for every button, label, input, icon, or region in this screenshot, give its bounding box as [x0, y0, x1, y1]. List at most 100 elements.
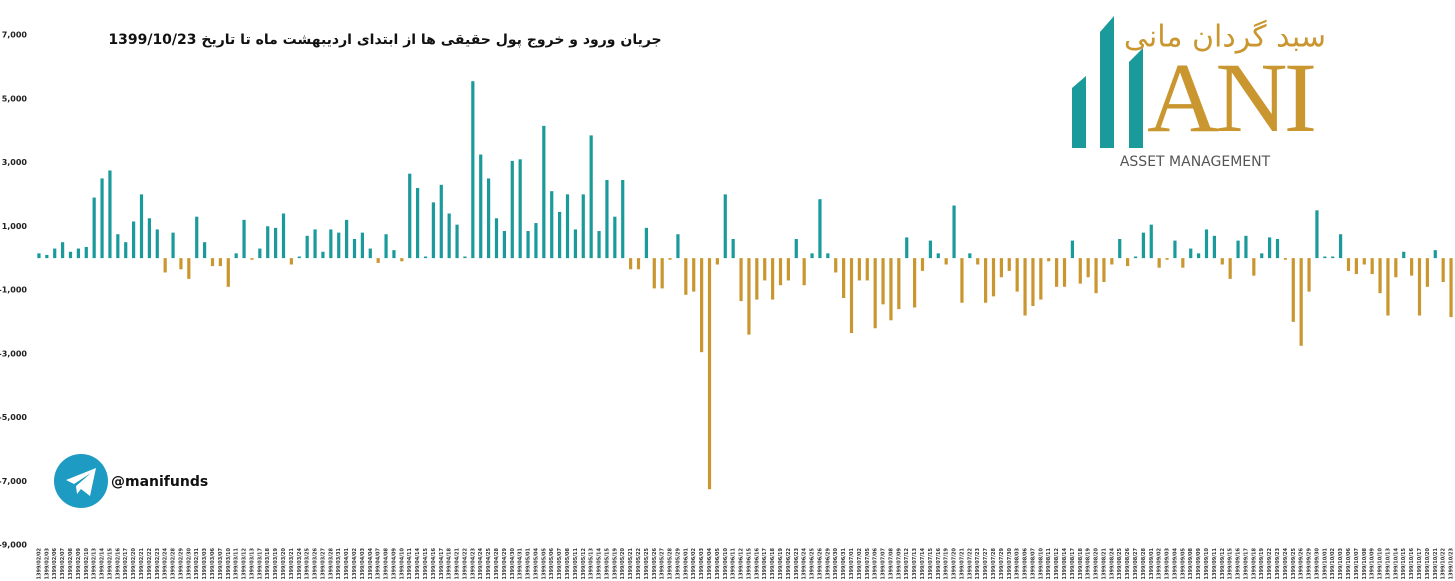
x-tick-label: 1399/10/07 [1354, 547, 1360, 579]
bar [305, 235, 309, 259]
x-tick-label: 1399/10/06 [1346, 547, 1352, 579]
bar [794, 239, 798, 259]
x-tick-label: 1399/09/08 [1188, 547, 1194, 579]
logo-letters: ANI [1147, 42, 1317, 153]
x-tick-label: 1399/09/23 [1275, 547, 1281, 579]
bar [1236, 240, 1240, 259]
x-tick-label: 1399/02/23 [155, 547, 161, 579]
bar [384, 234, 388, 259]
x-tick-label: 1399/04/08 [384, 547, 390, 579]
x-tick-label: 1399/03/06 [210, 547, 216, 579]
bar [589, 135, 593, 259]
bar [826, 253, 830, 259]
x-tick-label: 1399/02/28 [171, 547, 177, 579]
bar [715, 258, 719, 265]
x-tick-label: 1399/03/25 [305, 547, 311, 579]
x-tick-label: 1399/10/23 [1449, 547, 1455, 579]
bar [1410, 258, 1414, 276]
bar [352, 239, 357, 259]
x-tick-label: 1399/02/20 [131, 547, 137, 579]
bar [755, 258, 759, 300]
x-tick-label: 1399/02/02 [36, 547, 42, 579]
bar [700, 258, 704, 353]
x-tick-label: 1399/08/26 [1125, 547, 1131, 579]
bar [84, 246, 88, 259]
bar [605, 180, 609, 259]
bar [463, 256, 467, 259]
logo-bar [1129, 48, 1143, 148]
x-tick-label: 1399/03/10 [226, 547, 232, 579]
bar [1417, 258, 1422, 316]
x-tick-label: 1399/03/28 [328, 547, 334, 579]
bar [1331, 256, 1335, 259]
x-tick-label: 1399/04/10 [399, 547, 405, 579]
bar [1015, 258, 1019, 292]
x-tick-label: 1399/04/17 [439, 547, 445, 579]
logo-tagline: ASSET MANAGEMENT [1120, 154, 1271, 170]
x-tick-label: 1399/10/02 [1330, 547, 1336, 579]
bar [747, 258, 751, 335]
x-tick-label: 1399/08/28 [1141, 547, 1147, 579]
x-tick-label: 1399/09/24 [1283, 547, 1289, 579]
x-tick-label: 1399/08/10 [1038, 547, 1044, 579]
x-tick-label: 1399/03/24 [297, 547, 303, 579]
x-tick-label: 1399/07/29 [999, 547, 1005, 579]
y-tick-label: -1,000 [0, 286, 27, 295]
bar [550, 191, 554, 259]
x-tick-label: 1399/08/19 [1086, 547, 1092, 579]
x-tick-label: 1399/08/12 [1054, 547, 1060, 579]
bar [274, 227, 278, 259]
bar [1070, 240, 1074, 259]
bar [234, 253, 238, 259]
bar [400, 258, 404, 262]
bar [842, 258, 846, 298]
bar [1055, 258, 1059, 287]
bar [210, 258, 215, 267]
bar [1323, 256, 1327, 259]
x-tick-label: 1399/03/19 [273, 547, 279, 579]
logo-bar [1072, 76, 1086, 148]
x-tick-label: 1399/04/01 [344, 547, 350, 579]
bar [132, 221, 136, 259]
y-tick-label: 5,000 [2, 94, 28, 103]
bar [100, 178, 104, 259]
x-tick-label: 1399/07/28 [991, 547, 997, 579]
bar [1039, 258, 1043, 300]
bar [707, 258, 712, 490]
x-tick-label: 1399/07/14 [920, 547, 926, 579]
bar [1062, 258, 1067, 287]
x-tick-label: 1399/10/10 [1378, 547, 1384, 579]
x-tick-label: 1399/05/07 [557, 547, 563, 579]
x-tick-label: 1399/09/09 [1196, 547, 1202, 579]
bar [1078, 258, 1082, 284]
bar [92, 197, 96, 259]
bar [1204, 229, 1209, 259]
x-tick-label: 1399/04/18 [447, 547, 453, 579]
x-tick-label: 1399/09/11 [1212, 547, 1218, 579]
bar [155, 229, 159, 259]
bar [313, 229, 317, 259]
bar [1378, 258, 1382, 294]
x-tick-label: 1399/07/09 [896, 547, 902, 579]
x-tick-label: 1399/10/08 [1362, 547, 1368, 579]
x-tick-label: 1399/10/13 [1385, 547, 1391, 579]
bar [621, 180, 625, 259]
x-tick-label: 1399/04/02 [352, 547, 358, 579]
bar [187, 258, 191, 279]
bar [1402, 251, 1406, 259]
bar [171, 232, 175, 259]
bar [928, 240, 932, 259]
bar [1110, 258, 1114, 265]
x-tick-label: 1399/06/23 [794, 547, 800, 579]
bar [408, 173, 412, 259]
x-tick-label: 1399/05/05 [541, 547, 547, 579]
x-tick-label: 1399/06/30 [833, 547, 839, 579]
x-tick-label: 1399/03/18 [265, 547, 271, 579]
bar [1291, 258, 1295, 322]
bar [289, 258, 293, 265]
x-tick-label: 1399/08/11 [1046, 547, 1052, 579]
x-tick-label: 1399/04/22 [462, 547, 468, 579]
bar [810, 253, 814, 259]
bar [368, 248, 372, 259]
bar [581, 194, 585, 259]
